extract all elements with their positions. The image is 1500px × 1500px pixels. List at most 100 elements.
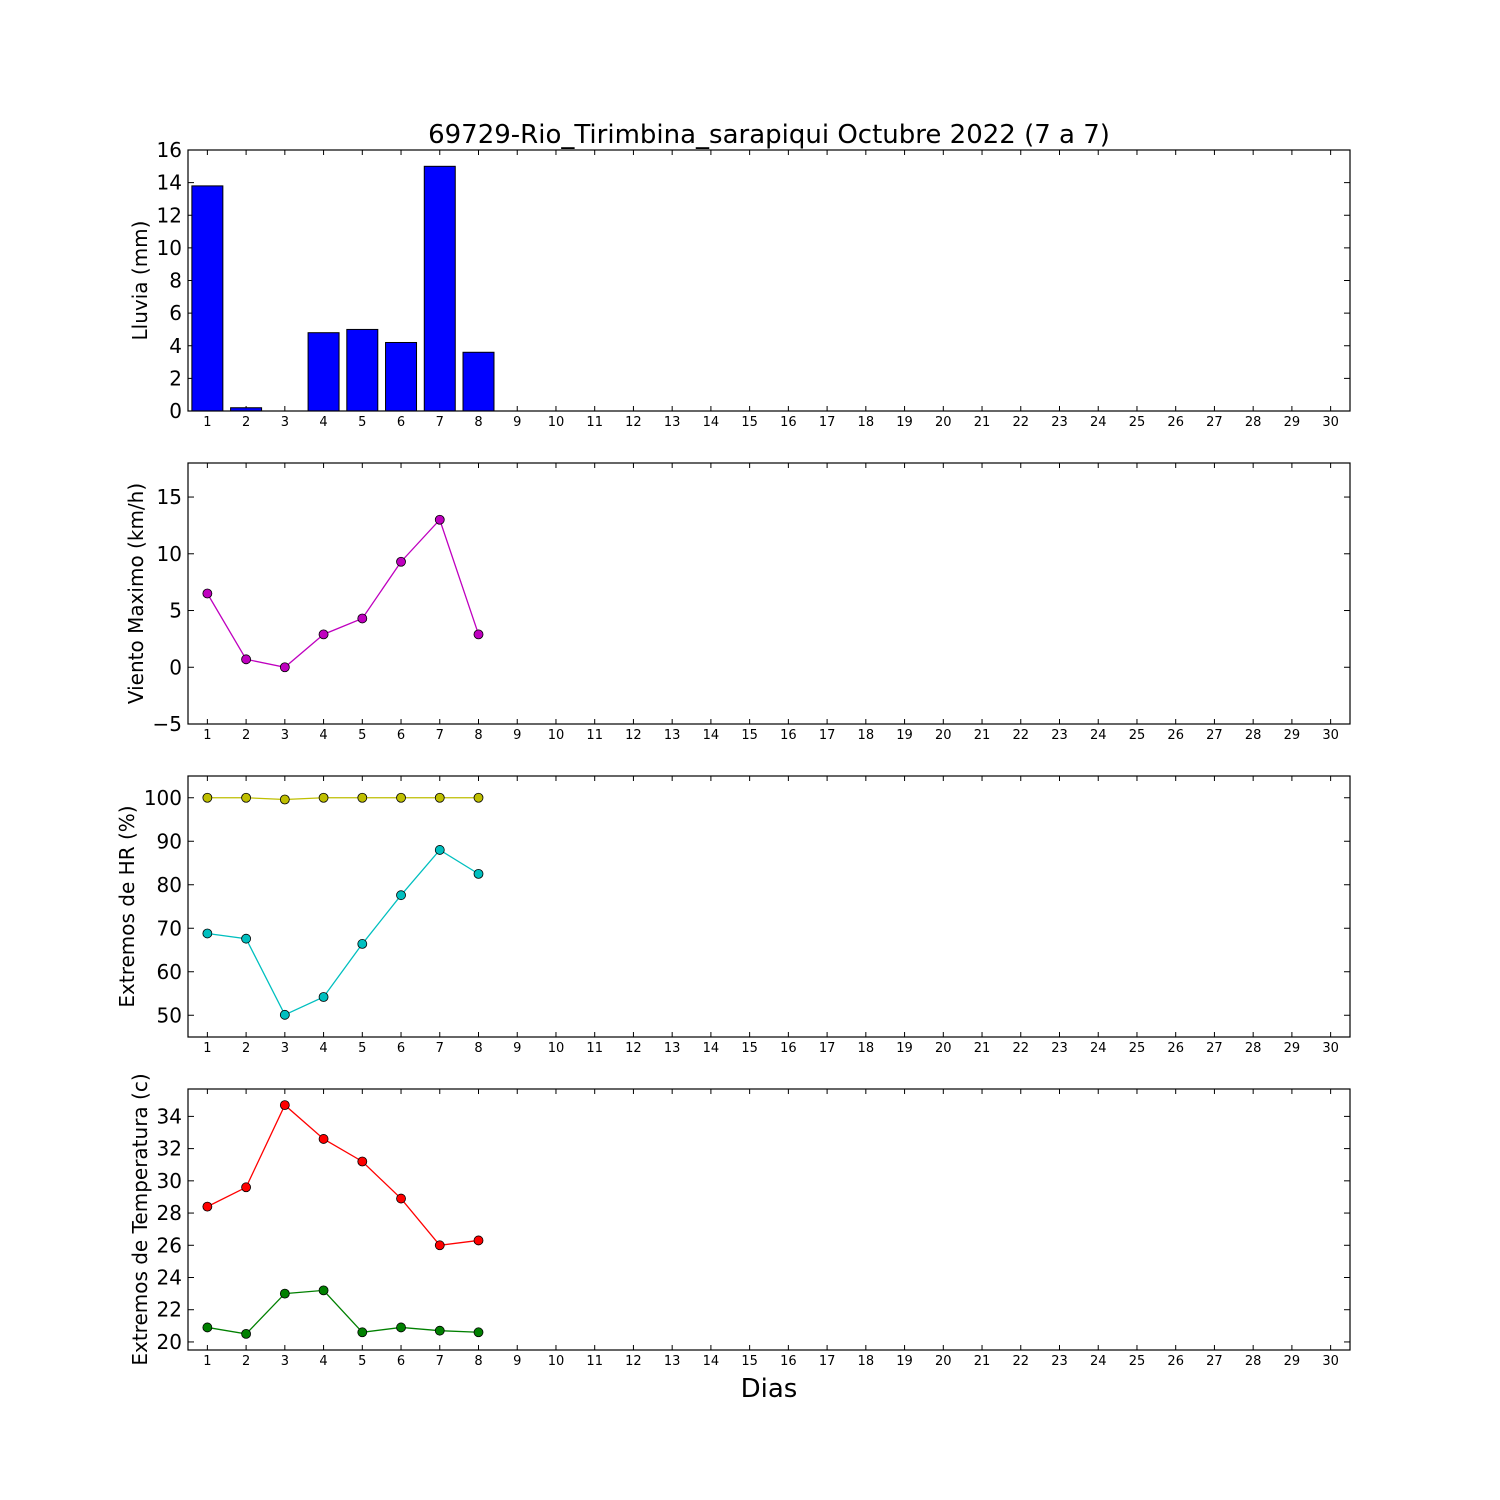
bar xyxy=(385,341,418,412)
series-line xyxy=(206,518,480,668)
x-tick-label: 20 xyxy=(935,415,952,430)
x-tick-label: 23 xyxy=(1051,1354,1068,1369)
panel-1: 1 2 3 4 5 6 7 8 9 10 11 12 13 14 15 16 17 18 19 20 21 22 23 24 2… xyxy=(128,138,1351,430)
data-point xyxy=(318,1285,329,1296)
data-point xyxy=(279,1100,290,1111)
y-tick-label: 8 xyxy=(169,269,182,293)
data-point xyxy=(202,1201,213,1212)
y-tick-label: 22 xyxy=(157,1298,182,1322)
x-tick-label: 1 xyxy=(203,1354,211,1369)
y-tick-label: 32 xyxy=(157,1137,182,1161)
x-tick-label: 4 xyxy=(319,1041,327,1056)
x-tick-label: 19 xyxy=(896,415,913,430)
x-tick-label: 11 xyxy=(586,728,603,743)
axes-frame xyxy=(187,149,1351,412)
data-point xyxy=(357,613,368,624)
x-tick-label: 25 xyxy=(1129,728,1146,743)
x-tick-label: 18 xyxy=(858,728,875,743)
data-point xyxy=(202,792,213,803)
panel-3: 1 2 3 4 5 6 7 8 9 10 11 12 13 14 15 16 17 18 19 20 21 22 23 24 2… xyxy=(115,775,1351,1056)
y-tick-label: 80 xyxy=(157,873,182,897)
x-tick-label: 3 xyxy=(281,1041,289,1056)
x-tick-label: 21 xyxy=(974,728,991,743)
x-tick-label: 28 xyxy=(1245,415,1262,430)
y-tick-label: 10 xyxy=(157,236,182,260)
x-tick-label: 23 xyxy=(1051,415,1068,430)
x-tick-label: 8 xyxy=(474,415,482,430)
y-tick-label: 100 xyxy=(144,786,182,810)
x-tick-label: 11 xyxy=(586,1354,603,1369)
x-tick-label: 27 xyxy=(1206,415,1223,430)
panels: 1 2 3 4 5 6 7 8 9 10 11 12 13 14 15 16 17 18 19 20 21 22 23 24 2… xyxy=(115,138,1351,1369)
x-tick-label: 19 xyxy=(896,728,913,743)
bar xyxy=(346,328,379,412)
x-tick-label: 7 xyxy=(436,1354,444,1369)
series-line xyxy=(207,1104,479,1246)
x-tick-label: 25 xyxy=(1129,415,1146,430)
x-tick-label: 6 xyxy=(397,1041,405,1056)
y-tick-label: 2 xyxy=(169,366,182,390)
y-axis-label: Extremos de Temperatura (c) xyxy=(128,1073,152,1365)
data-point xyxy=(357,1327,368,1338)
x-tick-label: 22 xyxy=(1012,1041,1029,1056)
x-tick-label: 3 xyxy=(281,415,289,430)
axes-frame xyxy=(187,462,1351,725)
x-tick-label: 11 xyxy=(586,1041,603,1056)
panel-2: 1 2 3 4 5 6 7 8 9 10 11 12 13 14 15 16 17 18 19 20 21 22 23 24 2… xyxy=(124,462,1351,743)
chart-title: 69729-Rio_Tirimbina_sarapiqui Octubre 20… xyxy=(428,120,1110,150)
y-tick-label: 14 xyxy=(157,171,182,195)
x-tick-label: 21 xyxy=(974,1354,991,1369)
x-tick-label: 22 xyxy=(1012,728,1029,743)
y-tick-label: 34 xyxy=(157,1104,182,1128)
x-tick-label: 19 xyxy=(896,1354,913,1369)
y-tick-label: 30 xyxy=(157,1169,182,1193)
x-tick-label: 20 xyxy=(935,728,952,743)
x-tick-label: 28 xyxy=(1245,728,1262,743)
x-tick-label: 8 xyxy=(474,728,482,743)
data-point xyxy=(318,792,329,803)
data-point xyxy=(241,654,252,665)
y-axis-label: Extremos de HR (%) xyxy=(115,805,139,1007)
x-tick-label: 24 xyxy=(1090,1041,1107,1056)
data-point xyxy=(473,868,484,879)
y-axis-label: Viento Maximo (km/h) xyxy=(124,483,148,704)
x-tick-label: 2 xyxy=(242,728,250,743)
x-tick-label: 22 xyxy=(1012,415,1029,430)
x-tick-label: 18 xyxy=(858,415,875,430)
x-tick-label: 4 xyxy=(319,1354,327,1369)
y-tick-label: 6 xyxy=(169,301,182,325)
x-tick-label: 2 xyxy=(242,1354,250,1369)
x-tick-label: 13 xyxy=(664,1354,681,1369)
y-tick-label: 90 xyxy=(157,829,182,853)
x-tick-label: 24 xyxy=(1090,415,1107,430)
x-tick-label: 29 xyxy=(1284,1041,1301,1056)
x-tick-label: 10 xyxy=(548,1354,565,1369)
x-tick-label: 6 xyxy=(397,415,405,430)
y-tick-label: 28 xyxy=(157,1201,182,1225)
data-point xyxy=(473,792,484,803)
x-tick-label: 20 xyxy=(935,1354,952,1369)
y-tick-label: 70 xyxy=(157,916,182,940)
x-tick-label: 16 xyxy=(780,1041,797,1056)
x-tick-label: 30 xyxy=(1322,728,1339,743)
x-tick-label: 12 xyxy=(625,728,642,743)
x-tick-label: 15 xyxy=(741,1041,758,1056)
x-tick-label: 29 xyxy=(1284,415,1301,430)
x-tick-label: 5 xyxy=(358,1041,366,1056)
data-point xyxy=(396,890,406,901)
x-tick-label: 12 xyxy=(625,415,642,430)
x-tick-label: 19 xyxy=(896,1041,913,1056)
y-tick-label: 5 xyxy=(169,599,182,623)
x-tick-label: 28 xyxy=(1245,1354,1262,1369)
x-tick-label: 13 xyxy=(664,415,681,430)
data-point xyxy=(396,1193,406,1204)
x-tick-label: 28 xyxy=(1245,1041,1262,1056)
x-tick-label: 30 xyxy=(1322,415,1339,430)
x-tick-label: 26 xyxy=(1167,728,1184,743)
x-tick-label: 3 xyxy=(281,728,289,743)
x-tick-label: 15 xyxy=(741,415,758,430)
series-line xyxy=(207,849,479,1016)
x-tick-label: 20 xyxy=(935,1041,952,1056)
